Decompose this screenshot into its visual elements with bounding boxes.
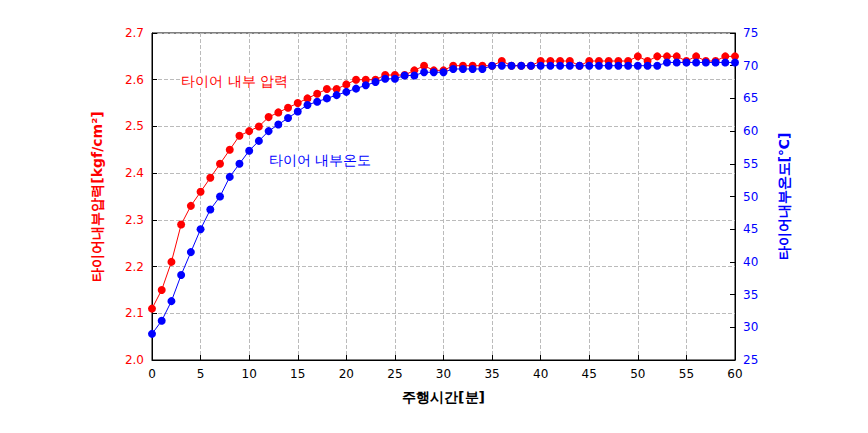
svg-text:5: 5 [197, 367, 205, 381]
svg-text:65: 65 [743, 91, 758, 105]
svg-text:2.3: 2.3 [125, 213, 144, 227]
svg-text:45: 45 [743, 222, 758, 236]
svg-text:2.4: 2.4 [125, 166, 144, 180]
svg-text:타이어 내부 압력: 타이어 내부 압력 [181, 73, 288, 89]
svg-text:50: 50 [743, 190, 758, 204]
svg-text:15: 15 [290, 367, 305, 381]
svg-text:25: 25 [743, 353, 758, 367]
svg-text:35: 35 [743, 288, 758, 302]
svg-text:타이어내부압력[kgf/cm²]: 타이어내부압력[kgf/cm²] [89, 111, 105, 281]
svg-text:55: 55 [679, 367, 694, 381]
svg-text:75: 75 [743, 26, 758, 40]
svg-text:타이어내부온도[℃]: 타이어내부온도[℃] [776, 133, 792, 261]
svg-text:25: 25 [387, 367, 402, 381]
svg-text:50: 50 [630, 367, 645, 381]
svg-text:35: 35 [484, 367, 499, 381]
svg-text:20: 20 [339, 367, 354, 381]
svg-text:40: 40 [743, 255, 758, 269]
svg-text:2.5: 2.5 [125, 119, 144, 133]
svg-text:45: 45 [582, 367, 597, 381]
svg-text:2.2: 2.2 [125, 260, 144, 274]
svg-text:30: 30 [436, 367, 451, 381]
svg-text:30: 30 [743, 320, 758, 334]
svg-text:2.0: 2.0 [125, 353, 144, 367]
svg-text:주행시간[분]: 주행시간[분] [402, 389, 485, 405]
svg-text:10: 10 [242, 367, 257, 381]
svg-text:타이어 내부온도: 타이어 내부온도 [269, 152, 371, 168]
svg-text:60: 60 [727, 367, 742, 381]
svg-text:60: 60 [743, 124, 758, 138]
svg-text:0: 0 [148, 367, 156, 381]
svg-text:2.1: 2.1 [125, 306, 144, 320]
svg-text:55: 55 [743, 157, 758, 171]
svg-text:40: 40 [533, 367, 548, 381]
svg-text:70: 70 [743, 59, 758, 73]
svg-text:2.7: 2.7 [125, 26, 144, 40]
svg-text:2.6: 2.6 [125, 73, 144, 87]
